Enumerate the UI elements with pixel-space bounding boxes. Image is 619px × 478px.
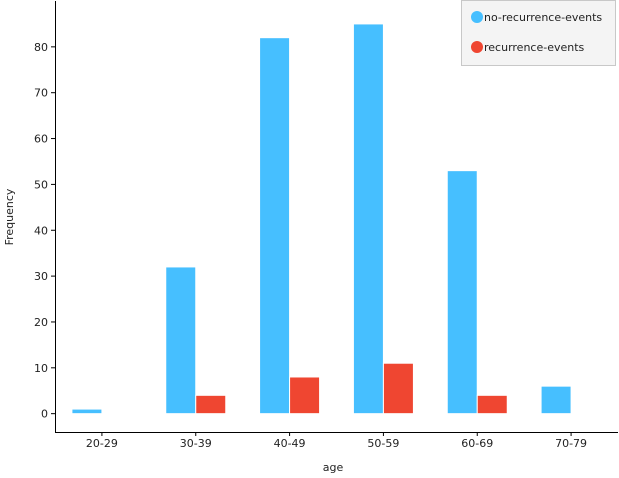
y-tick-label: 20	[34, 316, 48, 329]
y-tick-labels: 0 10 20 30 40 50 60 70 80	[34, 41, 48, 421]
y-tick-label: 30	[34, 270, 48, 283]
legend-marker-no-recurrence-events	[471, 11, 483, 23]
bar-no-recurrence-events-30-39	[165, 266, 197, 415]
y-tick-label: 80	[34, 41, 48, 54]
y-tick-label: 40	[34, 224, 48, 237]
x-tick-label: 60-69	[461, 437, 493, 450]
bar-no-recurrence-events-40-49	[259, 37, 291, 415]
x-tick-label: 30-39	[180, 437, 212, 450]
y-tick-label: 60	[34, 133, 48, 146]
legend-box	[461, 0, 616, 66]
legend-label-no-recurrence-events: no-recurrence-events	[484, 11, 602, 24]
y-tick-label: 70	[34, 87, 48, 100]
x-axis-title: age	[323, 461, 344, 474]
y-axis-title: Frequency	[3, 188, 16, 245]
bar-no-recurrence-events-50-59	[352, 23, 384, 415]
axes	[51, 1, 618, 436]
bar-no-recurrence-events-60-69	[446, 170, 478, 415]
x-tick-label: 50-59	[367, 437, 399, 450]
x-tick-label: 20-29	[86, 437, 118, 450]
y-tick-label: 50	[34, 178, 48, 191]
y-tick-label: 0	[41, 408, 48, 421]
bar-recurrence-events-60-69	[476, 394, 508, 415]
bar-recurrence-events-40-49	[289, 376, 321, 415]
bar-recurrence-events-30-39	[195, 394, 227, 415]
legend: no-recurrence-events recurrence-events	[461, 0, 616, 66]
bar-no-recurrence-events-70-79	[540, 385, 572, 415]
x-tick-labels: 20-29 30-39 40-49 50-59 60-69 70-79	[86, 437, 587, 450]
legend-marker-recurrence-events	[471, 41, 483, 53]
bar-recurrence-events-50-59	[382, 362, 414, 415]
bars	[71, 23, 572, 415]
x-tick-label: 40-49	[274, 437, 306, 450]
y-tick-label: 10	[34, 362, 48, 375]
x-tick-label: 70-79	[555, 437, 587, 450]
bar-no-recurrence-events-20-29	[71, 408, 103, 415]
legend-label-recurrence-events: recurrence-events	[484, 41, 585, 54]
